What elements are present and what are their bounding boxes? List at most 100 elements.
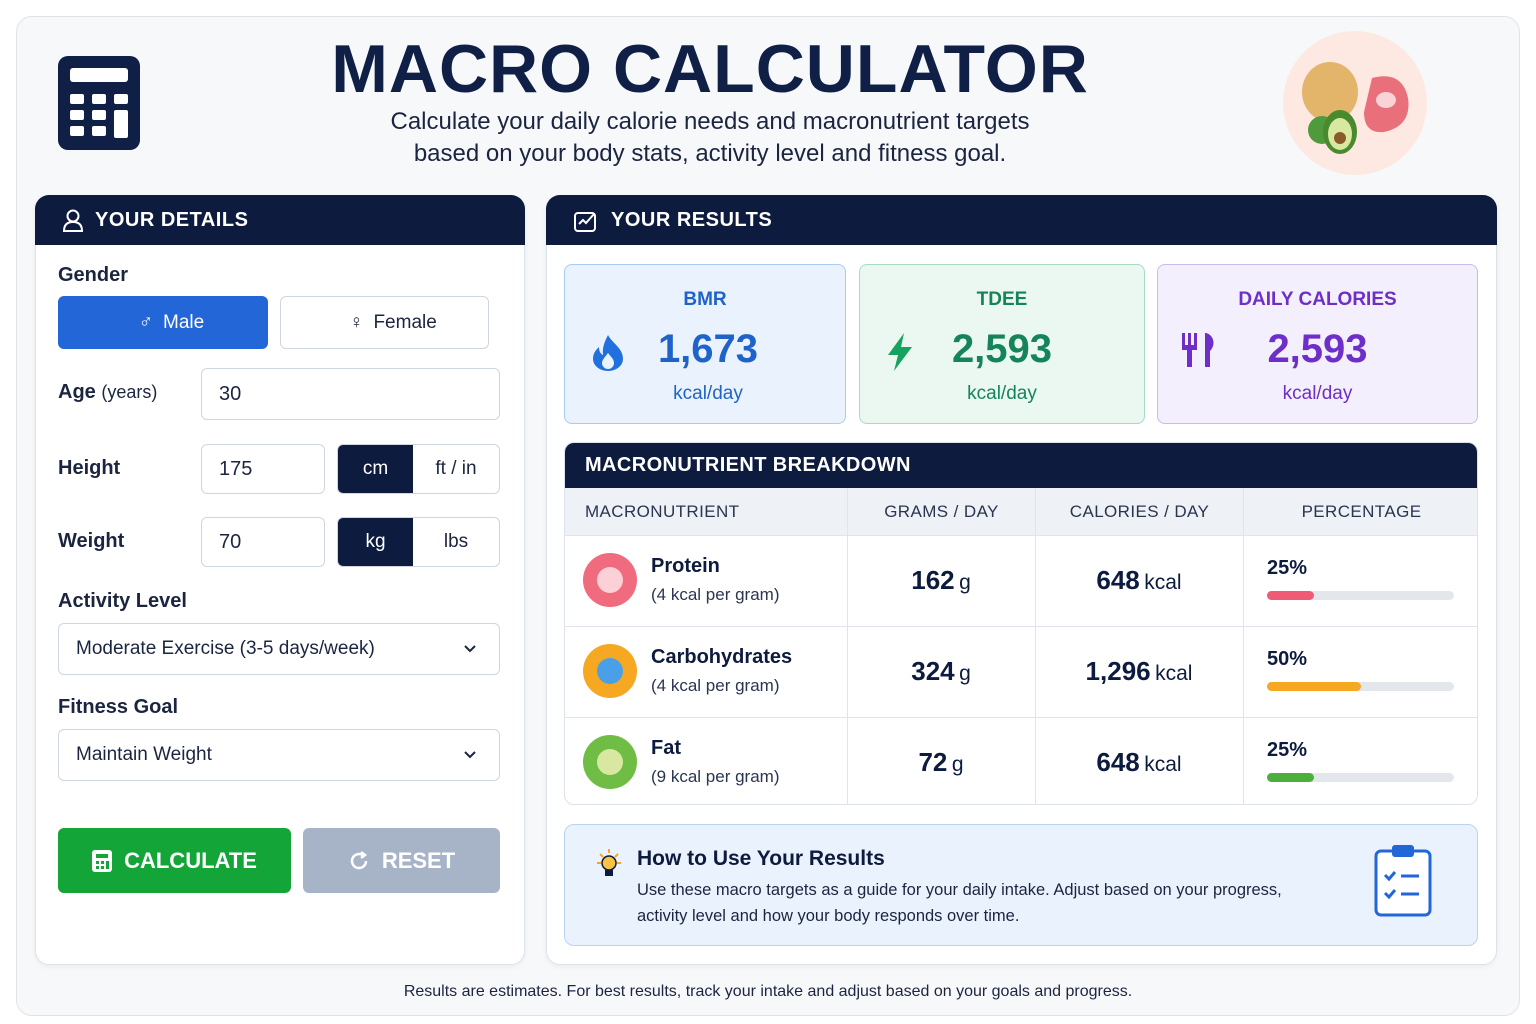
- table-cell: [565, 535, 847, 626]
- footer-note: Results are estimates. For best results,…: [403, 983, 1133, 1000]
- grams-unit: g: [951, 753, 964, 776]
- age-input[interactable]: 30: [201, 368, 500, 420]
- table-cell: [565, 717, 847, 804]
- gender-label: Gender: [58, 264, 129, 286]
- card-value: 2,593: [1267, 327, 1368, 371]
- weight-unit[interactable]: kg: [338, 518, 413, 566]
- results-header: YOUR RESULTS: [546, 195, 1497, 245]
- breakdown-title: MACRONUTRIENT BREAKDOWN: [565, 443, 1477, 488]
- user-icon: [62, 209, 84, 232]
- column-header: CALORIES / DAY: [1035, 488, 1243, 535]
- tip-title: How to Use Your Results: [637, 847, 885, 870]
- macro-name: Protein: [651, 555, 720, 577]
- grams-cell: 72 g: [847, 747, 1035, 778]
- details-heading: YOUR DETAILS: [95, 208, 249, 231]
- age-label-text: Age: [58, 381, 96, 403]
- gender-option[interactable]: ♂ Male: [58, 296, 268, 349]
- activity-select[interactable]: Moderate Exercise (3-5 days/week): [58, 623, 500, 675]
- app-title: MACRO CALCULATOR: [331, 31, 1089, 107]
- macro-icon-inner: [597, 749, 623, 775]
- flame-icon: [593, 335, 623, 371]
- result-card: TDEE 2,593 kcal/day: [859, 264, 1145, 424]
- goal-select[interactable]: Maintain Weight: [58, 729, 500, 781]
- weight-unit-toggle: kg lbs: [337, 517, 500, 567]
- calories-cell: 1,296 kcal: [1035, 656, 1243, 687]
- table-cell: [847, 535, 1035, 626]
- card-unit: kcal/day: [967, 383, 1037, 404]
- tip-box: How to Use Your Results Use these macro …: [564, 824, 1478, 946]
- grams-cell: 324 g: [847, 656, 1035, 687]
- grams-unit: g: [959, 662, 971, 685]
- calculate-button[interactable]: CALCULATE: [58, 828, 291, 893]
- activity-label: Activity Level: [58, 590, 187, 612]
- column-header: GRAMS / DAY: [847, 488, 1035, 535]
- gender-option-text: Male: [163, 311, 205, 333]
- weight-unit[interactable]: lbs: [443, 531, 469, 552]
- reset-button[interactable]: RESET: [303, 828, 500, 893]
- card-label: DAILY CALORIES: [1238, 289, 1397, 310]
- calc-icon: [92, 849, 113, 872]
- macro-note: (4 kcal per gram): [651, 676, 780, 695]
- table-cell: [1243, 717, 1477, 804]
- gender-option-text: Female: [373, 311, 437, 333]
- table-cell: [1243, 626, 1477, 717]
- calories-unit: kcal: [1155, 662, 1193, 685]
- percentage-track: [1267, 773, 1454, 782]
- height-label: Height: [58, 457, 121, 479]
- percentage-label: 25%: [1267, 557, 1308, 579]
- height-unit[interactable]: ft / in: [435, 458, 477, 479]
- calculator-icon: [58, 56, 140, 150]
- grams-value: 72: [918, 747, 948, 777]
- macro-name: Fat: [651, 737, 681, 759]
- height-input[interactable]: 175: [201, 444, 325, 494]
- table-cell: [1035, 535, 1243, 626]
- card-value: 2,593: [951, 327, 1053, 371]
- percentage-bar: [1267, 773, 1314, 782]
- height-unit-toggle: cm ft / in: [337, 444, 500, 494]
- reset-icon: [350, 850, 368, 869]
- table-cell: [1035, 626, 1243, 717]
- weight-input[interactable]: 70: [201, 517, 325, 567]
- bulb-icon: [597, 849, 621, 876]
- goal-label: Fitness Goal: [58, 696, 179, 718]
- column-header: MACRONUTRIENT: [585, 501, 740, 521]
- subtitle: Calculate your daily calorie needs and m…: [390, 108, 1030, 135]
- grams-cell: 162 g: [847, 565, 1035, 596]
- macro-icon: [583, 553, 637, 607]
- column-header: PERCENTAGE: [1243, 488, 1477, 535]
- cutlery-icon: [1182, 333, 1214, 367]
- card-value: 1,673: [657, 327, 759, 371]
- details-header: YOUR DETAILS: [35, 195, 525, 245]
- macro-note: (4 kcal per gram): [651, 585, 780, 604]
- clipboard-icon: [1374, 845, 1432, 917]
- percentage-bar: [1267, 682, 1361, 691]
- tip-text: Use these macro targets as a guide for y…: [637, 881, 1282, 899]
- table-header-row: [565, 488, 1477, 535]
- reset-text: RESET: [381, 847, 456, 873]
- card-unit: kcal/day: [673, 383, 743, 404]
- calories-unit: kcal: [1144, 753, 1182, 776]
- height-unit[interactable]: cm: [338, 445, 413, 493]
- calories-value: 1,296: [1085, 656, 1151, 686]
- gender-option[interactable]: ♀ Female: [280, 296, 489, 349]
- macro-icon: [583, 644, 637, 698]
- percentage-label: 50%: [1267, 648, 1308, 670]
- macro-icon: [583, 735, 637, 789]
- percentage-label: 25%: [1267, 739, 1308, 761]
- table-cell: [847, 717, 1035, 804]
- result-card: DAILY CALORIES 2,593 kcal/day: [1157, 264, 1478, 424]
- chevron: [464, 751, 476, 759]
- results-icon: [574, 212, 596, 232]
- calories-value: 648: [1096, 747, 1140, 777]
- macro-name: Carbohydrates: [651, 646, 793, 668]
- card-label: TDEE: [976, 289, 1028, 310]
- bolt-icon: [888, 333, 912, 371]
- age-label: Age (years): [58, 381, 157, 404]
- card-unit: kcal/day: [1282, 383, 1353, 404]
- breakdown-table: MACRONUTRIENT BREAKDOWN MACRONUTRIENT GRA…: [564, 442, 1478, 805]
- macro-note: (9 kcal per gram): [651, 767, 780, 786]
- calculate-text: CALCULATE: [124, 847, 257, 873]
- macro-icon-inner: [597, 567, 623, 593]
- goal-value: Maintain Weight: [76, 744, 212, 765]
